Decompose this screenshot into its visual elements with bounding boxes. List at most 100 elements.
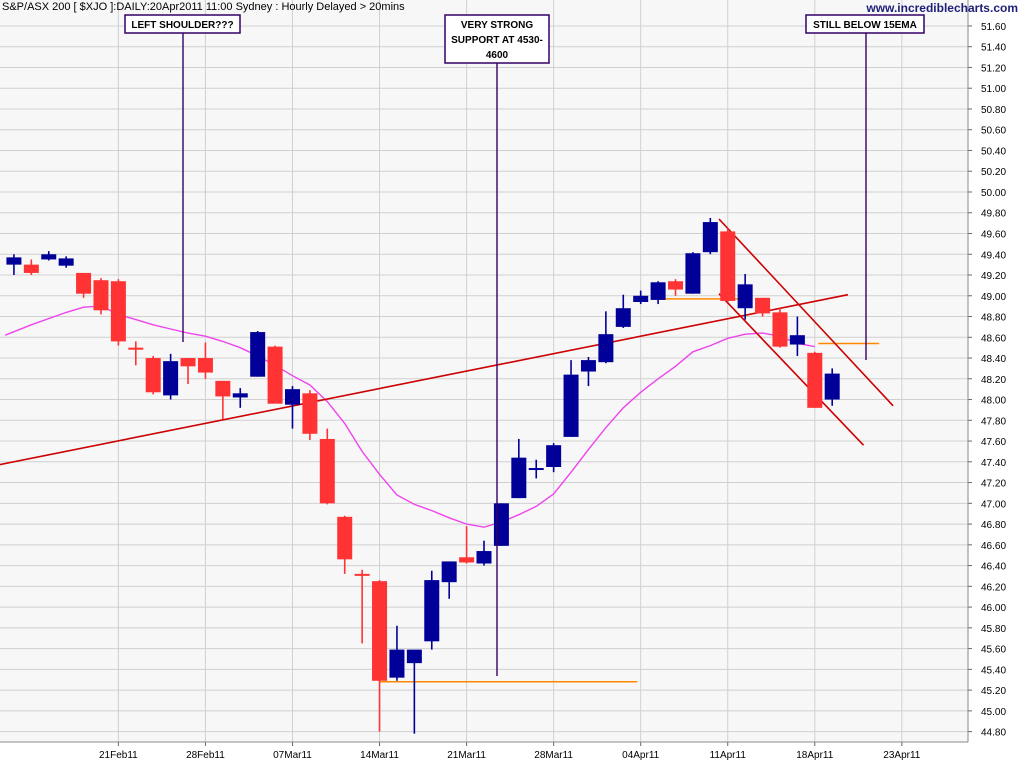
down-candle [755,297,771,317]
down-candle [180,358,196,384]
y-tick-label: 50.60 [981,126,1006,137]
candle-body [563,374,579,437]
candle-body [76,272,92,294]
up-candle [789,316,805,356]
y-tick-label: 51.40 [981,43,1006,54]
down-candle [720,228,736,302]
y-tick-label: 47.20 [981,479,1006,490]
y-tick-label: 47.00 [981,499,1006,510]
up-candle [633,290,649,305]
y-tick-label: 45.20 [981,686,1006,697]
up-candle [163,353,179,400]
y-tick-label: 46.00 [981,603,1006,614]
candle-body [685,253,701,294]
candle-body [215,380,231,397]
down-candle [23,259,39,276]
y-tick-label: 46.60 [981,541,1006,552]
up-candle [563,360,579,437]
candle-body [633,295,649,302]
grid-lines [0,0,968,742]
x-tick-label: 07Mar11 [273,750,312,761]
candle-body [128,347,144,350]
y-tick-label: 48.60 [981,333,1006,344]
annotation-text-below-ema: STILL BELOW 15EMA [813,20,917,31]
candle-body [58,258,74,266]
candle-body [807,352,823,408]
candle-body [702,222,718,253]
candle-body [267,346,283,404]
down-candle [354,569,370,644]
overlay-lines [0,218,894,683]
up-candle [702,217,718,255]
candle-body [720,231,736,301]
y-tick-label: 45.60 [981,645,1006,656]
candle-body [406,649,422,664]
x-tick-label: 14Mar11 [360,750,399,761]
y-tick-label: 46.80 [981,520,1006,531]
y-tick-label: 50.80 [981,105,1006,116]
candle-body [511,457,527,499]
y-tick-label: 48.20 [981,375,1006,386]
up-candle [737,273,753,320]
annotation-text-left-shoulder: LEFT SHOULDER??? [131,20,233,31]
channel-lower-line [718,293,865,446]
y-axis-ticks: 51.60 51.40 51.20 51.00 50.80 50.60 50.40 50.20… [968,22,1006,739]
y-tick-label: 45.80 [981,624,1006,635]
candle-body [493,503,509,546]
candle-body [197,358,213,373]
candle-body [598,334,614,363]
y-axis-background [968,0,1024,768]
down-candle [110,279,126,346]
annotation-text-strong-support: VERY STRONG [461,20,533,31]
y-tick-label: 49.60 [981,229,1006,240]
candle-body [668,281,684,290]
candle-body [789,335,805,345]
up-candle [232,388,248,408]
candle-body [389,649,405,678]
y-tick-label: 49.80 [981,209,1006,220]
candles [6,217,840,734]
x-axis-ticks: 21Feb11 28Feb11 07Mar11 14Mar11 21Mar11 28Mar… [99,742,921,761]
candle-body [580,360,596,372]
y-tick-label: 46.40 [981,562,1006,573]
y-tick-label: 44.80 [981,728,1006,739]
y-tick-label: 49.20 [981,271,1006,282]
up-candle [284,386,300,429]
candle-body [41,254,57,260]
x-tick-label: 23Apr11 [883,750,921,761]
candle-body [354,573,370,576]
candle-body [93,280,109,311]
down-candle [337,515,353,574]
y-tick-label: 51.00 [981,84,1006,95]
annotation-box [444,14,550,64]
up-candle [406,649,422,734]
candle-body [372,581,388,681]
down-candle [128,341,144,366]
candle-body [755,297,771,314]
up-candle [250,331,266,377]
up-candle [424,570,440,650]
y-tick-label: 48.00 [981,396,1006,407]
candle-body [163,361,179,396]
annotation-text-strong-support: 4600 [486,50,509,61]
x-tick-label: 21Mar11 [447,750,486,761]
up-candle [598,311,614,364]
candle-body [302,393,318,434]
up-candle [6,254,22,276]
up-candle [476,540,492,566]
y-tick-label: 45.40 [981,665,1006,676]
y-tick-label: 48.80 [981,313,1006,324]
up-candle [615,294,631,328]
y-tick-label: 46.20 [981,582,1006,593]
candle-body [459,557,475,563]
x-tick-label: 28Mar11 [534,750,573,761]
candle-body [284,389,300,405]
candle-body [650,282,666,300]
x-tick-label: 21Feb11 [99,750,138,761]
down-candle [197,342,213,379]
candle-body [145,358,161,393]
down-candle [807,351,823,408]
down-candle [93,278,109,315]
